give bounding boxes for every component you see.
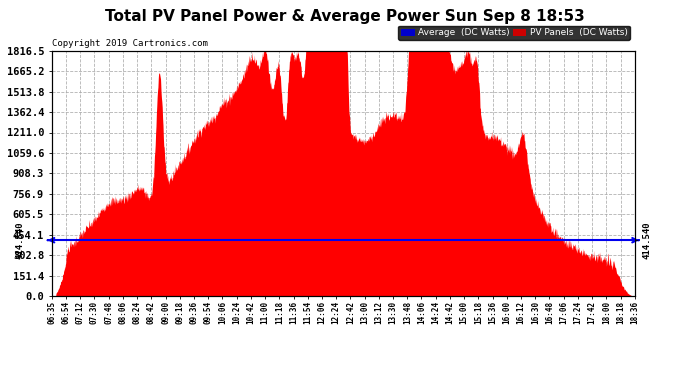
Text: Total PV Panel Power & Average Power Sun Sep 8 18:53: Total PV Panel Power & Average Power Sun…: [105, 9, 585, 24]
Legend: Average  (DC Watts), PV Panels  (DC Watts): Average (DC Watts), PV Panels (DC Watts): [398, 26, 630, 40]
Text: Copyright 2019 Cartronics.com: Copyright 2019 Cartronics.com: [52, 39, 208, 48]
Text: 414.540: 414.540: [15, 221, 24, 259]
